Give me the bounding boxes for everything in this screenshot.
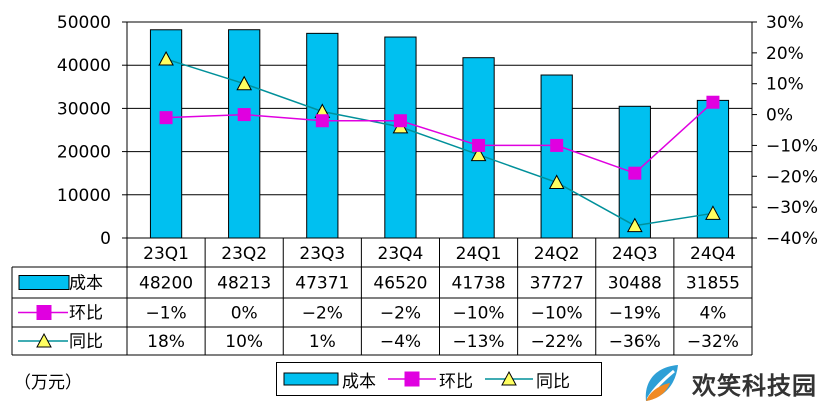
qoq-point [550, 138, 564, 152]
table-cell: −2% [302, 304, 343, 324]
x-tick-label: 23Q2 [221, 244, 267, 264]
qoq-point [315, 114, 329, 128]
table-cell: 37727 [530, 274, 584, 294]
y-right-tick-label: 10% [766, 75, 804, 95]
table-cell: 48213 [217, 274, 271, 294]
unit-label: （万元） [14, 373, 82, 393]
row-header-cost: 成本 [69, 274, 103, 294]
y-left-tick-label: 0 [100, 229, 111, 249]
x-tick-label: 24Q3 [612, 244, 658, 264]
legend-item-cost: 成本 [283, 367, 382, 392]
y-left-tick-label: 40000 [57, 56, 111, 76]
row-key-qoq-marker [36, 305, 52, 320]
table-cell: −13% [453, 332, 505, 352]
y-right-tick-label: −40% [766, 229, 818, 249]
table-cell: 47371 [295, 274, 349, 294]
legend: 成本 环比 同比 [276, 362, 602, 396]
series-lines [158, 50, 721, 233]
row-header-yoy: 同比 [69, 332, 103, 352]
legend-swatch-yoy [485, 370, 533, 386]
qoq-point [472, 138, 486, 152]
watermark-logo: 欢笑科技园 [640, 360, 820, 406]
legend-label-yoy: 同比 [536, 371, 570, 392]
x-tick-label: 23Q1 [143, 244, 189, 264]
yoy-point [158, 50, 174, 66]
x-tick-label: 24Q1 [456, 244, 502, 264]
legend-swatch-cost [283, 372, 339, 386]
qoq-point [159, 111, 173, 125]
table-cell: −4% [380, 332, 421, 352]
table-cell: 10% [225, 332, 263, 352]
y-right-tick-label: 0% [766, 106, 793, 126]
watermark-text: 欢笑科技园 [692, 371, 817, 400]
gridlines [127, 21, 752, 196]
table-cell: −2% [380, 304, 421, 324]
table-cell: −10% [453, 304, 505, 324]
table-cell: 31855 [686, 274, 740, 294]
qoq-point [237, 108, 251, 122]
table-cell: 46520 [373, 274, 427, 294]
leaf-logo-icon [645, 365, 678, 401]
yoy-point [705, 205, 721, 220]
table-cell: 48200 [139, 274, 193, 294]
qoq-point [628, 166, 642, 180]
legend-label-cost: 成本 [342, 371, 376, 392]
table-cell: 1% [309, 332, 336, 352]
row-key-cost [18, 275, 70, 290]
qoq-line [166, 101, 714, 175]
y-right-tick-label: −10% [766, 136, 818, 156]
legend-swatch-qoq [388, 371, 436, 387]
table-cell: −19% [609, 304, 661, 324]
row-header-qoq: 环比 [69, 304, 103, 324]
x-tick-label: 23Q4 [378, 244, 424, 264]
y-right-tick-label: −20% [766, 167, 818, 187]
y-left-tick-label: 10000 [57, 186, 111, 206]
yoy-point [548, 174, 565, 189]
y-right-tick-label: 30% [766, 13, 804, 33]
bar [384, 36, 417, 239]
table-cell: 18% [147, 332, 185, 352]
y-left-tick-label: 20000 [57, 143, 111, 163]
table-cell: −1% [145, 304, 186, 324]
table-cell: 30488 [608, 274, 662, 294]
y-right-tick-label: −30% [766, 198, 818, 218]
x-tick-label: 24Q4 [690, 244, 736, 264]
yoy-point [470, 146, 487, 162]
row-key-yoy-marker [36, 332, 52, 348]
bar [228, 29, 261, 239]
table-cell: −22% [531, 332, 583, 352]
qoq-point [706, 95, 720, 109]
table-cell: 4% [699, 304, 726, 324]
bars [149, 29, 730, 239]
legend-item-qoq: 环比 [388, 367, 479, 392]
table-cell: −36% [609, 332, 661, 352]
table-cell: 0% [231, 304, 258, 324]
x-tick-label: 24Q2 [534, 244, 580, 264]
table-cell: −10% [531, 304, 583, 324]
x-tick-label: 23Q3 [299, 244, 345, 264]
yoy-point [626, 217, 643, 233]
bar [306, 32, 339, 239]
table-cell: 41738 [452, 274, 506, 294]
legend-item-yoy: 同比 [485, 367, 576, 392]
bar [540, 74, 573, 239]
qoq-point [393, 114, 407, 128]
table-cell: −32% [687, 332, 739, 352]
legend-label-qoq: 环比 [439, 371, 473, 392]
axes: 0 10000 20000 30000 40000 50000 −40% −30% −20% −1… [57, 13, 818, 249]
y-right-tick-label: 20% [766, 44, 804, 64]
yoy-line [165, 58, 714, 227]
yoy-point [236, 75, 253, 91]
y-left-tick-label: 30000 [57, 99, 111, 119]
y-left-tick-label: 50000 [57, 13, 111, 33]
